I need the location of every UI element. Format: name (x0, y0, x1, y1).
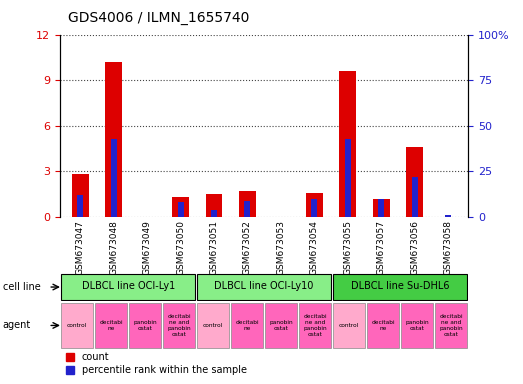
Text: panobin
ostat: panobin ostat (405, 320, 429, 331)
Text: control: control (203, 323, 223, 328)
Bar (412, 177, 417, 217)
Text: GDS4006 / ILMN_1655740: GDS4006 / ILMN_1655740 (68, 11, 249, 25)
FancyBboxPatch shape (197, 303, 229, 348)
Text: GSM673051: GSM673051 (209, 220, 219, 275)
Text: control: control (339, 323, 359, 328)
Bar (406, 147, 423, 217)
Text: control: control (67, 323, 87, 328)
Bar (311, 199, 317, 217)
Text: cell line: cell line (3, 282, 40, 292)
Bar (378, 199, 384, 217)
Text: GSM673052: GSM673052 (243, 220, 252, 275)
Text: decitabi
ne: decitabi ne (99, 320, 123, 331)
FancyBboxPatch shape (333, 274, 467, 300)
Bar (445, 215, 451, 217)
Text: GSM673047: GSM673047 (76, 220, 85, 275)
Bar (72, 174, 88, 217)
FancyBboxPatch shape (401, 303, 433, 348)
Text: GSM673049: GSM673049 (143, 220, 152, 275)
Bar (345, 139, 351, 217)
Text: decitabi
ne: decitabi ne (235, 320, 259, 331)
Bar (339, 71, 356, 217)
FancyBboxPatch shape (367, 303, 399, 348)
FancyBboxPatch shape (129, 303, 161, 348)
Text: GSM673048: GSM673048 (109, 220, 118, 275)
FancyBboxPatch shape (333, 303, 365, 348)
Text: DLBCL line Su-DHL6: DLBCL line Su-DHL6 (351, 281, 449, 291)
Text: GSM673053: GSM673053 (276, 220, 286, 275)
FancyBboxPatch shape (61, 303, 93, 348)
Text: GSM673058: GSM673058 (444, 220, 452, 275)
FancyBboxPatch shape (265, 303, 297, 348)
Text: decitabi
ne and
panobin
ostat: decitabi ne and panobin ostat (167, 314, 191, 337)
Text: GSM673055: GSM673055 (343, 220, 352, 275)
Legend: count, percentile rank within the sample: count, percentile rank within the sample (62, 348, 251, 379)
Text: DLBCL line OCI-Ly1: DLBCL line OCI-Ly1 (82, 281, 175, 291)
Bar (206, 194, 222, 217)
Text: GSM673057: GSM673057 (377, 220, 385, 275)
Text: GSM673056: GSM673056 (410, 220, 419, 275)
Text: decitabi
ne and
panobin
ostat: decitabi ne and panobin ostat (439, 314, 463, 337)
Bar (239, 191, 256, 217)
Bar (77, 195, 83, 217)
Text: agent: agent (3, 320, 31, 331)
Text: GSM673050: GSM673050 (176, 220, 185, 275)
FancyBboxPatch shape (231, 303, 263, 348)
Text: DLBCL line OCI-Ly10: DLBCL line OCI-Ly10 (214, 281, 314, 291)
Text: GSM673054: GSM673054 (310, 220, 319, 275)
FancyBboxPatch shape (95, 303, 127, 348)
Bar (177, 202, 184, 217)
Bar (244, 200, 251, 217)
Text: decitabi
ne: decitabi ne (371, 320, 395, 331)
Bar (211, 210, 217, 217)
Bar (373, 199, 390, 217)
FancyBboxPatch shape (61, 274, 195, 300)
Bar (306, 193, 323, 217)
Text: panobin
ostat: panobin ostat (269, 320, 293, 331)
Text: panobin
ostat: panobin ostat (133, 320, 157, 331)
FancyBboxPatch shape (299, 303, 331, 348)
Bar (105, 62, 122, 217)
Text: decitabi
ne and
panobin
ostat: decitabi ne and panobin ostat (303, 314, 327, 337)
Bar (172, 197, 189, 217)
FancyBboxPatch shape (435, 303, 467, 348)
Bar (111, 139, 117, 217)
FancyBboxPatch shape (163, 303, 195, 348)
FancyBboxPatch shape (197, 274, 331, 300)
